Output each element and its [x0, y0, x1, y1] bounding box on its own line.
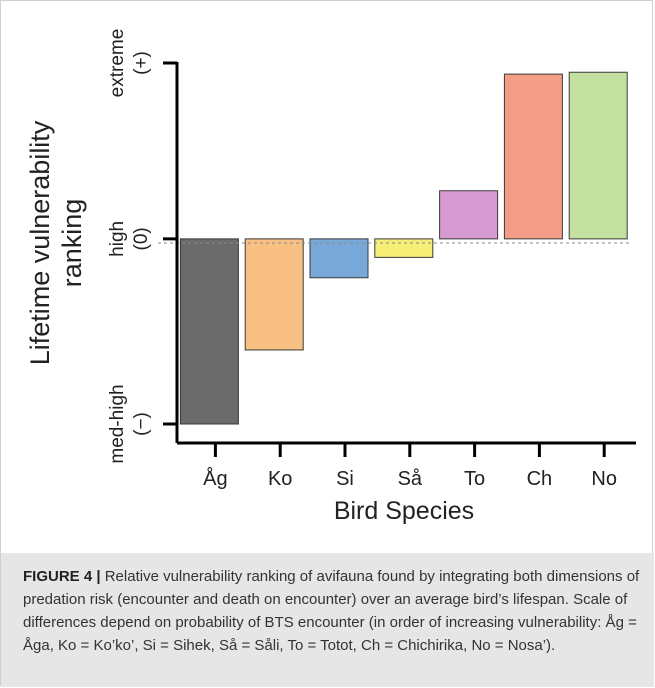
y-axis-title-line1: Lifetime vulnerability	[25, 120, 55, 365]
x-tick-label-to: To	[464, 468, 485, 490]
y-tick-label: extreme	[107, 29, 128, 98]
x-axis-title: Bird Species	[334, 497, 474, 525]
x-tick-label-ch: Ch	[527, 468, 553, 490]
bar-no	[568, 71, 628, 240]
y-tick-label-sign: (+)	[131, 51, 152, 75]
y-tick-label-sign: (−)	[131, 412, 152, 436]
bar-chart: Lifetime vulnerability ranking med-high(…	[25, 29, 636, 525]
bar-åg	[179, 238, 239, 425]
y-tick-label-sign: (0)	[131, 227, 152, 250]
y-axis-title-line2: ranking	[57, 199, 87, 288]
bar-så	[374, 238, 434, 258]
y-tick-label: high	[107, 221, 128, 257]
x-tick-label-no: No	[591, 468, 617, 490]
figure-caption: FIGURE 4 | Relative vulnerability rankin…	[1, 553, 654, 687]
bar-si	[309, 238, 369, 279]
x-tick-label-åg: Åg	[203, 467, 227, 490]
x-tick-label-si: Si	[336, 468, 354, 490]
figure-label: FIGURE 4 |	[23, 568, 101, 585]
caption-text: Relative vulnerability ranking of avifau…	[23, 568, 640, 654]
bar-ko	[244, 238, 304, 351]
bar-to	[439, 190, 499, 240]
x-tick-label-ko: Ko	[268, 468, 292, 490]
x-tick-label-så: Så	[398, 468, 423, 490]
y-axis-title: Lifetime vulnerability ranking	[25, 120, 87, 365]
bar-ch	[503, 73, 563, 240]
y-tick-label: med-high	[107, 384, 128, 463]
